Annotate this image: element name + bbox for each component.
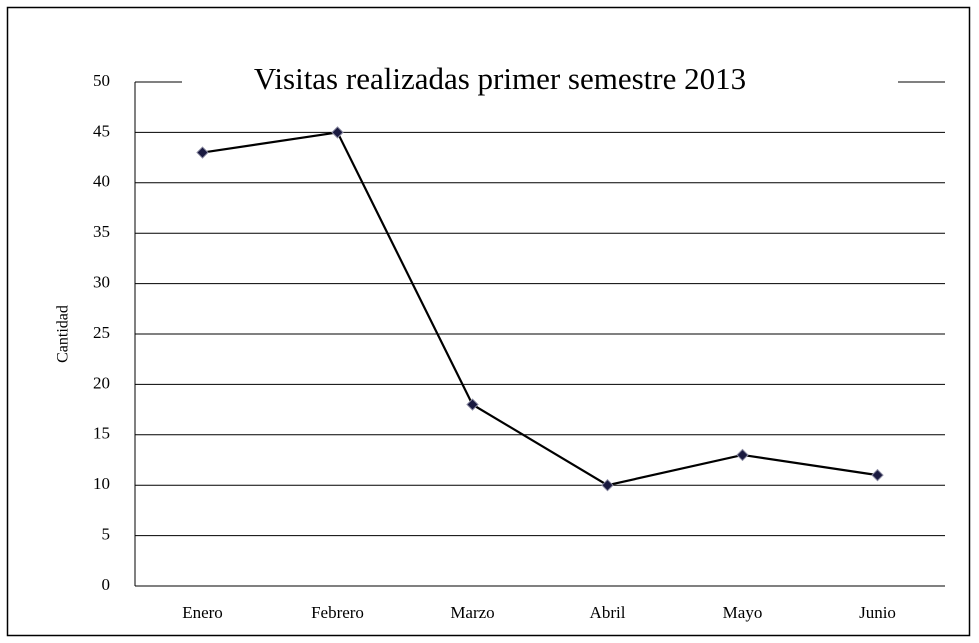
data-marker xyxy=(196,146,209,159)
y-tick-label: 40 xyxy=(93,172,110,191)
chart-title: Visitas realizadas primer semestre 2013 xyxy=(254,61,746,96)
y-tick-label: 5 xyxy=(102,525,111,544)
y-tick-label: 45 xyxy=(93,121,110,140)
x-tick-label: Marzo xyxy=(450,603,494,622)
y-tick-label: 10 xyxy=(93,474,110,493)
y-tick-label: 50 xyxy=(93,71,110,90)
chart-border xyxy=(6,6,971,637)
y-tick-label: 25 xyxy=(93,323,110,342)
x-tick-label: Abril xyxy=(590,603,626,622)
data-line xyxy=(202,131,878,487)
x-tick-label: Enero xyxy=(182,603,223,622)
x-tick-label: Mayo xyxy=(723,603,763,622)
data-marker xyxy=(331,126,344,139)
y-tick-label: 35 xyxy=(93,222,110,241)
data-marker xyxy=(601,478,614,492)
data-marker xyxy=(736,448,749,462)
y-tick-label: 30 xyxy=(93,273,110,292)
y-axis-label: Cantidad xyxy=(55,305,72,363)
data-marker xyxy=(466,398,479,411)
grid xyxy=(134,81,945,587)
y-tick-label: 0 xyxy=(102,575,111,594)
x-tick-label: Febrero xyxy=(311,603,364,622)
x-tick-label: Junio xyxy=(859,603,896,622)
y-tick-label: 15 xyxy=(93,424,110,443)
y-tick-label: 20 xyxy=(93,373,110,392)
title-background xyxy=(182,60,898,106)
data-marker xyxy=(871,468,884,482)
